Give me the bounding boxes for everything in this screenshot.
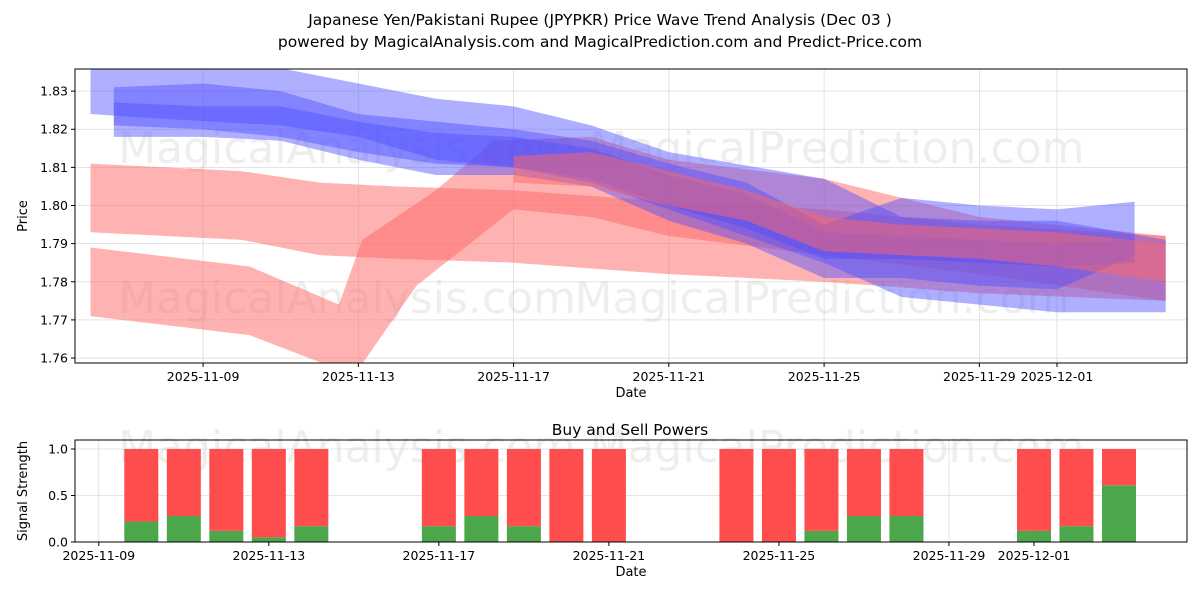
buy-bar	[421, 526, 456, 542]
x-axis-label: Date	[615, 386, 646, 401]
sell-bar	[889, 449, 924, 516]
y-tick-label: 1.78	[40, 274, 68, 289]
red-band-upper	[90, 163, 1166, 301]
sell-bar	[294, 449, 329, 527]
x-axis-label: Date	[615, 565, 646, 580]
buy-bar	[804, 530, 839, 542]
y-axis-label: Price	[16, 200, 31, 232]
sell-bar	[1101, 449, 1136, 486]
y-tick-label: 1.0	[48, 442, 68, 457]
chart-title: Japanese Yen/Pakistani Rupee (JPYPKR) Pr…	[307, 11, 892, 29]
x-tick-label: 2025-11-21	[633, 369, 706, 384]
sell-bar	[421, 449, 456, 527]
sell-bar	[549, 449, 584, 542]
y-tick-label: 0.0	[48, 535, 68, 550]
buy-bar	[1101, 485, 1136, 542]
x-tick-label: 2025-11-25	[788, 369, 861, 384]
power-chart-title: Buy and Sell Powers	[552, 421, 709, 439]
x-tick-label: 2025-11-17	[403, 548, 476, 563]
buy-bar	[1059, 526, 1094, 542]
sell-bar	[1059, 449, 1094, 527]
x-tick-label: 2025-12-01	[1021, 369, 1094, 384]
sell-bar	[209, 449, 244, 531]
power-chart: 2025-11-09 2025-11-13 2025-11-17 2025-11-21…	[16, 421, 1188, 580]
sell-bar	[804, 449, 839, 531]
buy-bar	[464, 515, 499, 542]
y-tick-label: 1.77	[40, 312, 68, 327]
sell-bar	[464, 449, 499, 516]
buy-bar	[889, 515, 924, 542]
y-tick-label: 1.76	[40, 351, 68, 366]
y-tick-label: 1.82	[40, 122, 68, 137]
x-tick-label: 2025-11-25	[743, 548, 816, 563]
x-tick-label: 2025-11-09	[62, 548, 135, 563]
sell-bar	[506, 449, 541, 527]
plot-frame	[74, 439, 1188, 543]
x-tick-label: 2025-12-01	[998, 548, 1071, 563]
y-tick-label: 1.80	[40, 198, 68, 213]
buy-bar	[209, 530, 244, 542]
y-tick-label: 1.83	[40, 84, 68, 99]
buy-bar	[166, 515, 201, 542]
sell-bar	[124, 449, 159, 522]
x-tick-label: 2025-11-13	[233, 548, 306, 563]
buy-bar	[846, 515, 881, 542]
x-tick-label: 2025-11-09	[167, 369, 240, 384]
sell-bar	[719, 449, 754, 542]
price-chart: 2025-11-09 2025-11-13 2025-11-17 2025-11-21…	[16, 68, 1188, 401]
x-tick-label: 2025-11-21	[573, 548, 646, 563]
buy-bar	[506, 526, 541, 542]
chart-subtitle: powered by MagicalAnalysis.com and Magic…	[278, 33, 922, 51]
y-axis-label: Signal Strength	[16, 441, 31, 541]
x-tick-label: 2025-11-29	[913, 548, 986, 563]
sell-bar	[166, 449, 201, 516]
buy-bar	[251, 537, 286, 542]
buy-bar	[1016, 530, 1051, 542]
plot-frame	[74, 68, 1188, 364]
buy-bar	[294, 526, 329, 542]
y-tick-label: 1.79	[40, 236, 68, 251]
y-tick-label: 1.81	[40, 160, 68, 175]
sell-bar	[846, 449, 881, 516]
sell-bar	[761, 449, 796, 542]
sell-bar	[591, 449, 626, 542]
bands	[90, 69, 1166, 363]
sell-bar	[1016, 449, 1051, 531]
x-tick-label: 2025-11-17	[477, 369, 550, 384]
x-tick-label: 2025-11-29	[943, 369, 1016, 384]
red-band-mid	[513, 152, 1166, 282]
sell-bar	[251, 449, 286, 538]
red-band-rebound	[90, 136, 1166, 363]
x-tick-label: 2025-11-13	[322, 369, 395, 384]
buy-bar	[124, 521, 159, 542]
y-tick-label: 0.5	[48, 488, 68, 503]
